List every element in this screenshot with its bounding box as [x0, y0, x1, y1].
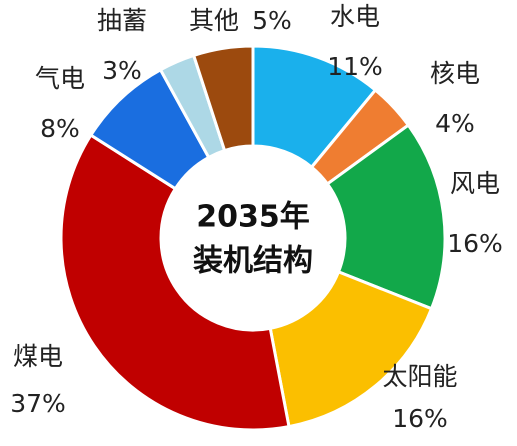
category-label: 水电: [330, 2, 380, 31]
category-label: 太阳能: [382, 362, 457, 391]
value-label: 5%: [252, 6, 292, 35]
value-label: 3%: [102, 56, 142, 85]
value-label: 16%: [447, 229, 503, 258]
center-title: 2035年: [196, 200, 310, 235]
category-label: 其他: [189, 6, 239, 35]
category-label: 风电: [450, 169, 500, 198]
value-label: 8%: [40, 114, 80, 143]
category-label: 煤电: [13, 342, 63, 371]
value-label: 37%: [10, 389, 66, 418]
category-label: 气电: [35, 64, 85, 93]
center-title: 装机结构: [193, 244, 313, 279]
category-label: 核电: [430, 59, 480, 88]
category-label: 抽蓄: [97, 6, 147, 35]
donut-segment: [325, 123, 447, 311]
donut-segment: [59, 133, 291, 432]
donut-segment: [191, 44, 255, 153]
value-label: 16%: [392, 404, 448, 433]
donut-segment: [268, 269, 434, 429]
value-label: 11%: [327, 52, 383, 81]
value-label: 4%: [435, 109, 475, 138]
